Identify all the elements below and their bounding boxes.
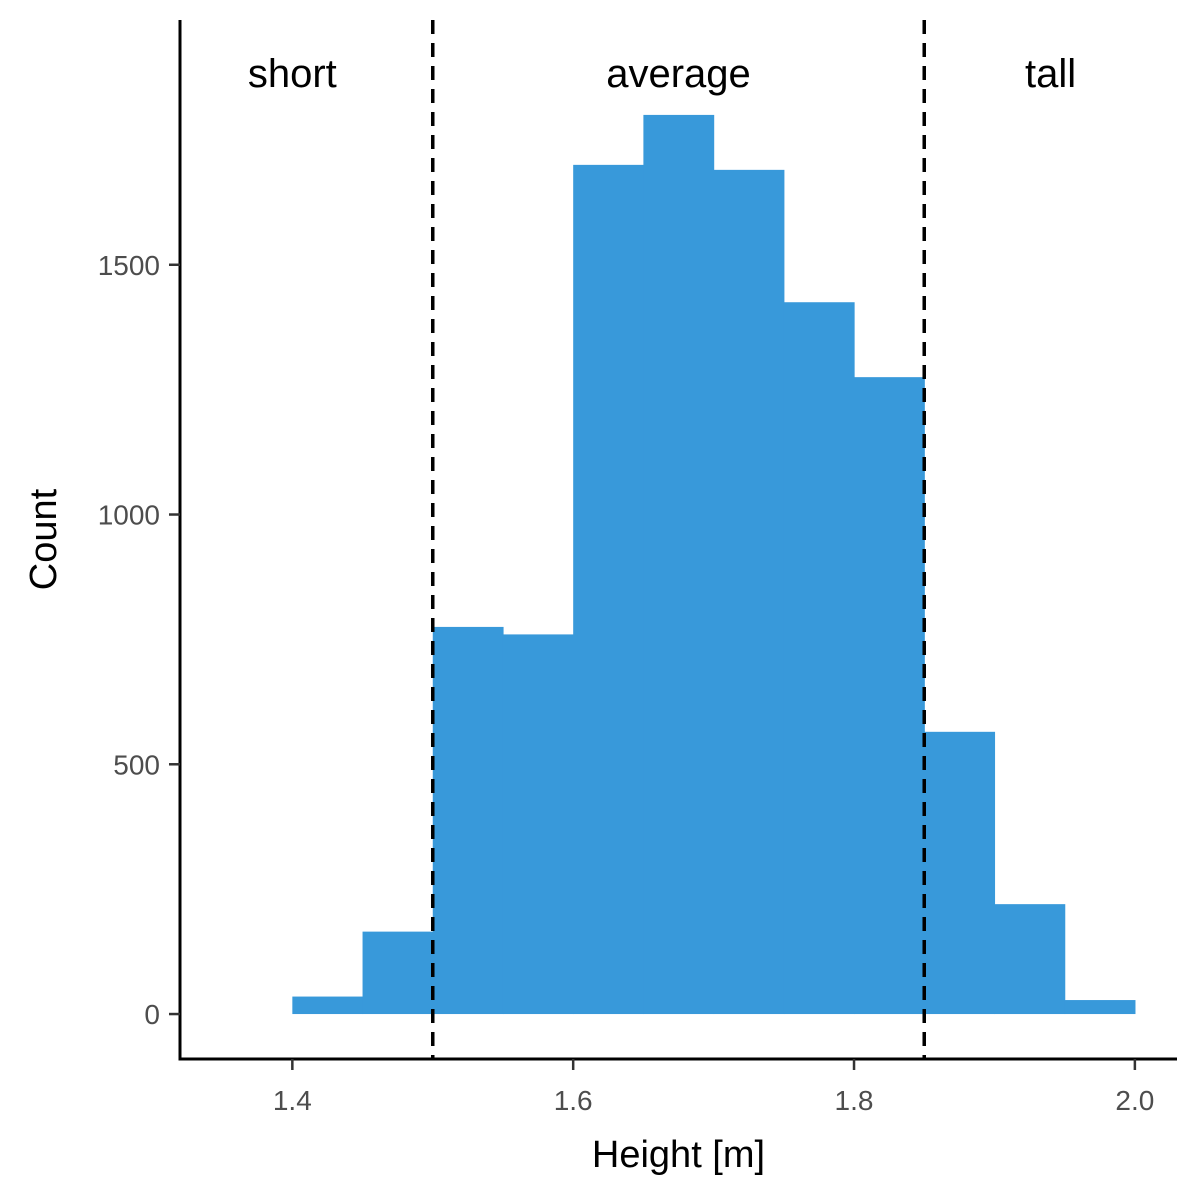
y-tick-label: 500 [113,749,160,780]
x-axis-title: Height [m] [592,1134,765,1176]
histogram-bar-10 [994,904,1066,1015]
x-tick-label: 2.0 [1115,1085,1154,1116]
labels-group: Height [m] Count short average tall [23,52,1076,1176]
y-tick-label: 1500 [98,250,160,281]
x-tick-label: 1.6 [554,1085,593,1116]
bars-group [292,114,1136,1015]
x-tick-label: 1.4 [273,1085,312,1116]
y-axis-title: Count [23,488,65,590]
axes-group: 0 500 1000 1500 1.4 1.6 1.8 2.0 [98,20,1177,1116]
histogram-bar-3 [502,634,574,1015]
x-tick-label: 1.8 [835,1085,874,1116]
histogram-bar-2 [432,626,504,1015]
histogram-bar-4 [573,164,644,1015]
region-label-short: short [248,52,337,96]
histogram-bar-9 [924,731,996,1015]
histogram-bar-0 [292,996,364,1015]
region-label-average: average [606,52,751,96]
histogram-bar-11 [1064,1000,1136,1015]
reference-lines-group [431,20,926,1059]
histogram-bar-1 [362,931,434,1015]
histogram-bar-6 [713,169,785,1015]
y-tick-label: 0 [144,999,160,1030]
histogram-bar-5 [643,114,715,1015]
region-label-tall: tall [1025,52,1076,96]
histogram-bar-7 [783,302,855,1015]
histogram-bar-8 [854,377,925,1015]
y-tick-label: 1000 [98,500,160,531]
